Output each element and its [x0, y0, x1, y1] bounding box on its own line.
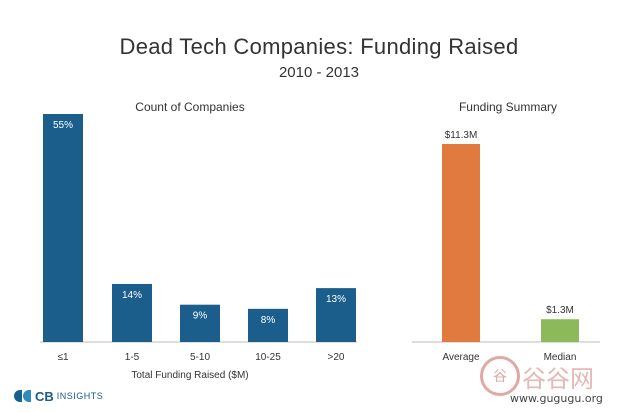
data-label-2-1: $11.3M: [445, 130, 478, 141]
chart-subtitle: 2010 - 2013: [278, 64, 360, 81]
bar-2-1: [442, 144, 480, 342]
watermark-text: 谷谷网: [522, 365, 594, 393]
bar-1-4: [248, 308, 288, 342]
tick-label-1-3: 5-10: [190, 352, 210, 363]
chart-title: Dead Tech Companies: Funding Raised: [119, 34, 519, 59]
data-label-1-2: 14%: [122, 290, 142, 301]
data-label-1-4: 8%: [261, 315, 276, 326]
watermark-seal: 谷: [480, 356, 520, 396]
tick-label-1-2: 1-5: [125, 352, 140, 363]
bar-2-2: [541, 319, 579, 342]
data-label-1-3: 9%: [193, 311, 208, 322]
bar-1-1: [43, 114, 83, 342]
bar-1-2: [112, 283, 152, 342]
bar-1-3: [180, 304, 220, 342]
panel-title-2: Funding Summary: [459, 100, 557, 114]
data-label-1-5: 13%: [326, 294, 346, 305]
tick-label-1-1: ≤1: [57, 352, 68, 363]
data-label-2-2: $1.3M: [546, 305, 574, 316]
tick-label-1-5: >20: [328, 352, 345, 363]
data-label-1-1: 55%: [53, 120, 73, 131]
tick-label-2-1: Average: [442, 352, 480, 363]
watermark-url: www.gugugu.org: [510, 392, 603, 405]
tick-label-2-2: Median: [544, 352, 577, 363]
tick-label-1-4: 10-25: [255, 352, 281, 363]
cb-insights-logo: CB INSIGHTS: [14, 388, 103, 404]
x-axis-title-1: Total Funding Raised ($M): [131, 370, 248, 381]
panel-title-1: Count of Companies: [135, 100, 244, 114]
brand-insights: INSIGHTS: [56, 391, 104, 401]
bar-1-5: [316, 288, 356, 342]
cb-logo-icon: [14, 390, 32, 402]
watermark: 谷 谷谷网 www.gugugu.org: [470, 356, 635, 408]
brand-cb: CB: [35, 388, 54, 404]
